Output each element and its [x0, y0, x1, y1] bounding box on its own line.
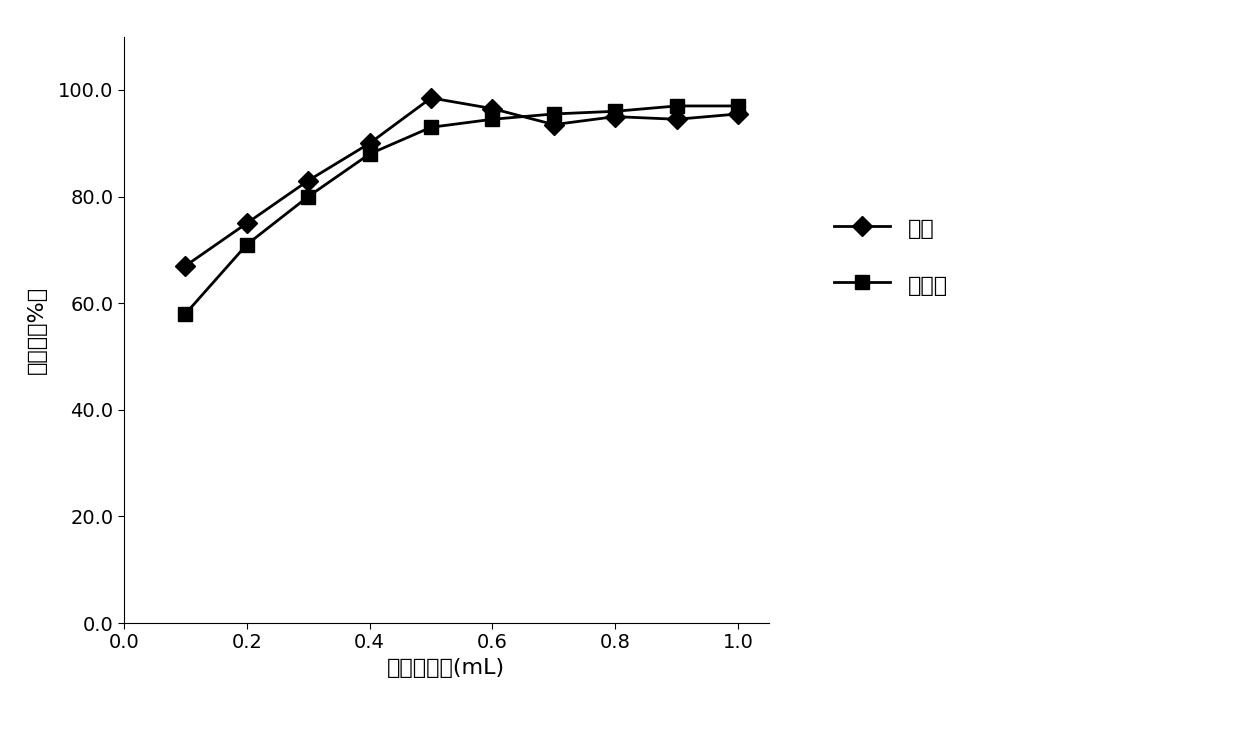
联苯胺	[730, 102, 745, 111]
苯胺	[179, 262, 193, 270]
苯胺	[424, 94, 439, 103]
联苯胺	[608, 107, 622, 116]
Line: 联苯胺: 联苯胺	[179, 99, 745, 321]
联苯胺	[239, 240, 254, 249]
苯胺	[362, 139, 377, 147]
联苯胺	[485, 115, 500, 124]
苯胺	[547, 120, 562, 129]
苯胺	[608, 112, 622, 121]
苯胺	[239, 219, 254, 228]
联苯胺	[301, 192, 316, 201]
苯胺	[301, 176, 316, 185]
苯胺	[485, 104, 500, 113]
联苯胺	[179, 309, 193, 318]
苯胺	[670, 115, 684, 124]
联苯胺	[670, 102, 684, 111]
X-axis label: 洗脱剂体积(mL): 洗脱剂体积(mL)	[387, 658, 506, 678]
联苯胺	[424, 123, 439, 132]
Y-axis label: 回收率（%）: 回收率（%）	[27, 286, 47, 374]
联苯胺	[547, 109, 562, 118]
Legend: 苯胺, 联苯胺: 苯胺, 联苯胺	[812, 194, 970, 318]
联苯胺	[362, 150, 377, 158]
苯胺	[730, 109, 745, 118]
Line: 苯胺: 苯胺	[179, 91, 745, 273]
